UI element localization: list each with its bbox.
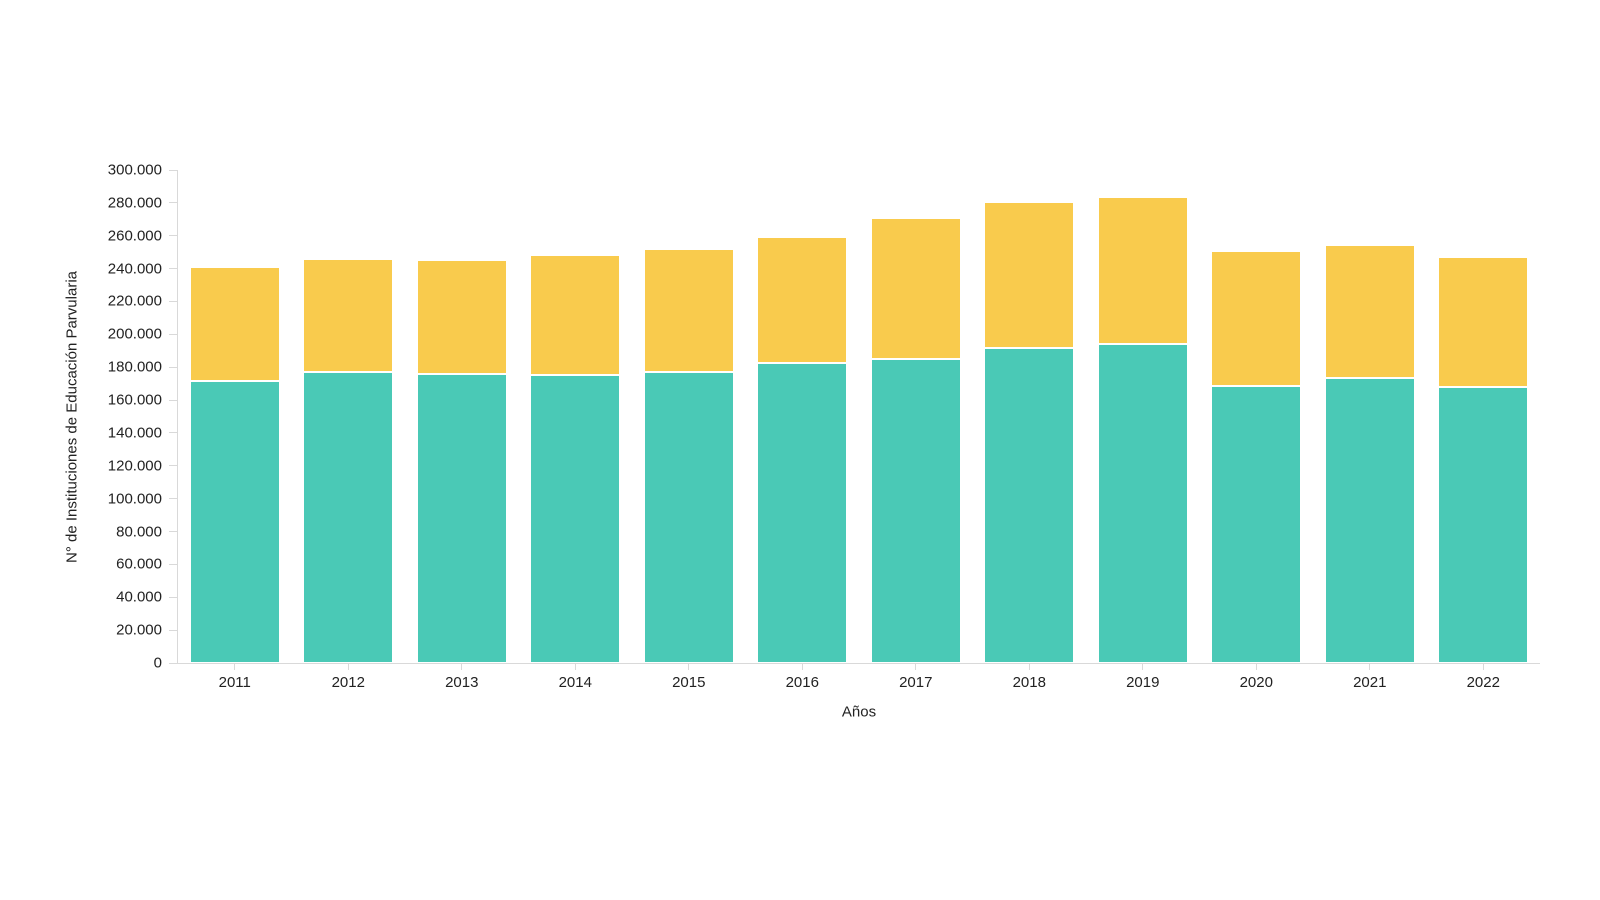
x-tick-mark bbox=[234, 664, 236, 670]
bar-segment-top-segment-2019[interactable] bbox=[1097, 197, 1188, 345]
y-tick-label: 260.000 bbox=[107, 227, 162, 245]
x-tick-mark bbox=[1028, 664, 1030, 670]
y-tick-label: 160.000 bbox=[107, 391, 162, 409]
y-tick-mark bbox=[169, 432, 177, 434]
y-tick-mark bbox=[169, 333, 177, 335]
x-tick-mark bbox=[801, 664, 803, 670]
x-tick-label-2017: 2017 bbox=[899, 674, 933, 691]
bar-segment-bottom-segment-2022[interactable] bbox=[1438, 386, 1529, 663]
x-tick-mark bbox=[461, 664, 463, 670]
y-tick-mark bbox=[169, 268, 177, 270]
y-tick-label: 0 bbox=[153, 654, 162, 672]
x-tick-mark bbox=[1255, 664, 1257, 670]
x-tick-label-2014: 2014 bbox=[558, 674, 592, 691]
y-tick-mark bbox=[169, 235, 177, 237]
y-tick-mark bbox=[169, 498, 177, 500]
y-tick-label: 220.000 bbox=[107, 292, 162, 310]
y-tick-label: 60.000 bbox=[116, 555, 162, 573]
y-tick-mark bbox=[169, 169, 177, 171]
x-tick-mark bbox=[1369, 664, 1371, 670]
bar-segment-top-segment-2021[interactable] bbox=[1324, 244, 1415, 378]
bar-segment-bottom-segment-2016[interactable] bbox=[757, 363, 848, 663]
x-tick-label-2020: 2020 bbox=[1239, 674, 1273, 691]
y-tick-label: 300.000 bbox=[107, 161, 162, 179]
bar-segment-top-segment-2022[interactable] bbox=[1438, 257, 1529, 387]
x-tick-label-2011: 2011 bbox=[218, 674, 251, 691]
y-tick-label: 40.000 bbox=[116, 588, 162, 606]
x-tick-mark bbox=[688, 664, 690, 670]
y-axis-title: N° de Instituciones de Educación Parvula… bbox=[63, 271, 81, 563]
y-tick-label: 100.000 bbox=[107, 490, 162, 508]
y-tick-mark bbox=[169, 465, 177, 467]
x-tick-mark bbox=[915, 664, 917, 670]
y-tick-mark bbox=[169, 596, 177, 598]
y-tick-mark bbox=[169, 563, 177, 565]
bar-segment-bottom-segment-2015[interactable] bbox=[643, 372, 734, 663]
y-tick-mark bbox=[169, 531, 177, 533]
bar-segment-top-segment-2015[interactable] bbox=[643, 248, 734, 373]
bar-segment-top-segment-2017[interactable] bbox=[870, 217, 961, 359]
x-tick-mark bbox=[1142, 664, 1144, 670]
y-tick-mark bbox=[169, 629, 177, 631]
bar-segment-bottom-segment-2013[interactable] bbox=[416, 373, 507, 663]
bar-segment-top-segment-2020[interactable] bbox=[1211, 251, 1302, 387]
y-tick-label: 200.000 bbox=[107, 325, 162, 343]
x-tick-mark bbox=[1482, 664, 1484, 670]
bar-segment-top-segment-2014[interactable] bbox=[530, 255, 621, 375]
y-axis-line bbox=[177, 170, 178, 664]
bar-segment-bottom-segment-2011[interactable] bbox=[189, 381, 280, 663]
x-axis-title: Años bbox=[841, 703, 877, 721]
bar-segment-bottom-segment-2017[interactable] bbox=[870, 358, 961, 663]
bar-segment-bottom-segment-2012[interactable] bbox=[303, 372, 394, 663]
y-tick-label: 120.000 bbox=[107, 457, 162, 475]
y-tick-mark bbox=[169, 662, 177, 664]
y-tick-label: 80.000 bbox=[116, 523, 162, 541]
y-tick-mark bbox=[169, 300, 177, 302]
bar-segment-top-segment-2012[interactable] bbox=[303, 258, 394, 373]
x-tick-mark bbox=[347, 664, 349, 670]
x-tick-label-2019: 2019 bbox=[1126, 674, 1160, 691]
y-tick-label: 20.000 bbox=[116, 621, 162, 639]
bar-segment-bottom-segment-2018[interactable] bbox=[984, 348, 1075, 663]
y-tick-label: 140.000 bbox=[107, 424, 162, 442]
x-tick-label-2018: 2018 bbox=[1012, 674, 1046, 691]
bar-segment-bottom-segment-2021[interactable] bbox=[1324, 377, 1415, 663]
y-tick-mark bbox=[169, 202, 177, 204]
x-tick-mark bbox=[574, 664, 576, 670]
bar-segment-top-segment-2018[interactable] bbox=[984, 202, 1075, 349]
bar-segment-bottom-segment-2019[interactable] bbox=[1097, 344, 1188, 663]
plot-area: 0 20.000 40.000 60.000 80.000 100.000 120.000 1… bbox=[108, 162, 1540, 691]
bar-segment-top-segment-2011[interactable] bbox=[189, 266, 280, 382]
y-tick-label: 180.000 bbox=[107, 358, 162, 376]
y-tick-mark bbox=[169, 399, 177, 401]
x-tick-label-2015: 2015 bbox=[672, 674, 706, 691]
x-axis-line bbox=[177, 663, 1540, 664]
bar-segment-bottom-segment-2014[interactable] bbox=[530, 374, 621, 663]
bar-segment-top-segment-2016[interactable] bbox=[757, 236, 848, 364]
bar-segment-top-segment-2013[interactable] bbox=[416, 259, 507, 374]
x-tick-label-2013: 2013 bbox=[445, 674, 479, 691]
bar-segment-bottom-segment-2020[interactable] bbox=[1211, 386, 1302, 663]
x-tick-label-2021: 2021 bbox=[1353, 674, 1387, 691]
x-tick-label-2012: 2012 bbox=[331, 674, 365, 691]
y-tick-mark bbox=[169, 366, 177, 368]
x-tick-label-2022: 2022 bbox=[1466, 674, 1500, 691]
x-tick-label-2016: 2016 bbox=[785, 674, 819, 691]
y-tick-label: 240.000 bbox=[107, 260, 162, 278]
y-tick-label: 280.000 bbox=[107, 194, 162, 212]
